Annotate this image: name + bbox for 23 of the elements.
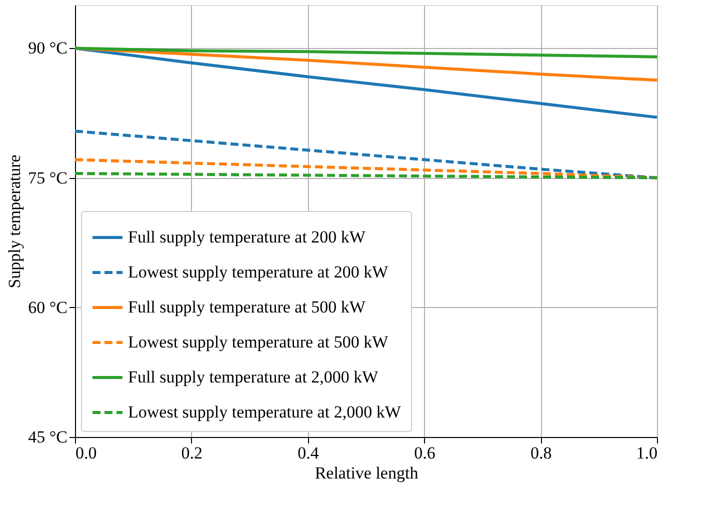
y-tick-label: 75 °C [28,168,68,188]
x-tick-label: 0.8 [530,444,552,462]
line-series [74,46,658,119]
line-series [74,46,658,82]
line-series [74,130,658,180]
legend-label: Full supply temperature at 500 kW [128,298,366,316]
x-tick-label: 1.0 [636,444,658,462]
legend-label: Full supply temperature at 200 kW [128,228,366,246]
x-tick-label: 0.0 [76,444,97,462]
x-tick-label: 0.6 [414,444,436,462]
legend-label: Lowest supply temperature at 2,000 kW [128,402,402,422]
x-axis-title: Relative length [314,464,419,482]
x-tick-label: 0.2 [181,444,203,462]
legend-label: Lowest supply temperature at 500 kW [128,332,390,352]
y-tick-label: 90 °C [28,38,68,58]
x-tick-label: 0.4 [298,444,320,462]
legend-label: Lowest supply temperature at 200 kW [128,262,390,282]
y-tick-label: 45 °C [28,428,68,446]
y-axis-title: Supply temperature [5,154,24,288]
line-series [74,158,658,180]
line-series [74,46,658,58]
legend-label: Full supply temperature at 2,000 kW [128,368,380,386]
y-tick-label: 60 °C [28,298,68,317]
